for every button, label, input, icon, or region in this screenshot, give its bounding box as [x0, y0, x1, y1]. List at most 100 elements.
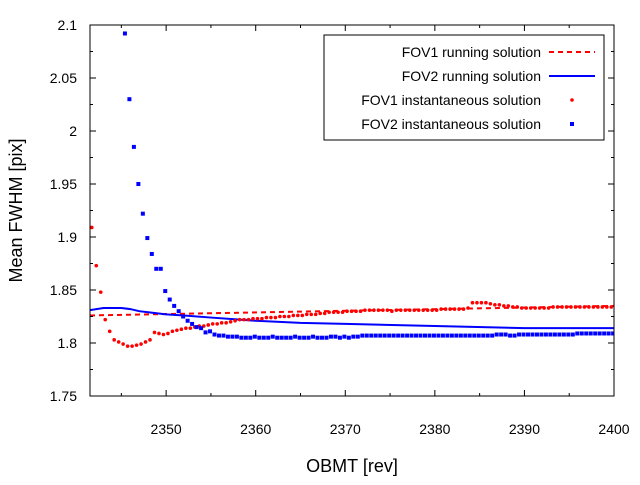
x-tick-label: 2370	[330, 421, 361, 437]
data-point-fov1-instantaneous-solution	[125, 344, 130, 348]
data-point-fov2-instantaneous-solution	[199, 326, 204, 331]
data-point-fov1-instantaneous-solution	[358, 309, 363, 314]
x-tick-label: 2400	[598, 421, 629, 437]
data-point-fov1-instantaneous-solution	[157, 331, 161, 336]
data-point-fov1-instantaneous-solution	[573, 305, 578, 309]
data-point-fov1-instantaneous-solution	[349, 309, 354, 314]
data-point-fov1-instantaneous-solution	[112, 338, 116, 342]
data-point-fov1-instantaneous-solution	[313, 312, 318, 317]
data-point-fov2-instantaneous-solution	[140, 211, 145, 216]
x-tick-label: 2390	[509, 421, 540, 437]
data-point-fov1-instantaneous-solution	[582, 305, 587, 309]
data-point-fov2-instantaneous-solution	[158, 266, 163, 271]
data-point-fov2-instantaneous-solution	[387, 333, 392, 338]
data-point-fov2-instantaneous-solution	[319, 335, 324, 340]
data-point-fov2-instantaneous-solution	[212, 332, 217, 337]
data-point-fov2-instantaneous-solution	[275, 335, 280, 340]
data-point-fov2-instantaneous-solution	[239, 335, 244, 340]
data-point-fov2-instantaneous-solution	[597, 331, 602, 336]
data-point-fov2-instantaneous-solution	[131, 144, 136, 149]
data-point-fov2-instantaneous-solution	[570, 332, 575, 337]
data-point-fov2-instantaneous-solution	[503, 332, 508, 337]
data-point-fov1-instantaneous-solution	[363, 308, 367, 312]
data-point-fov2-instantaneous-solution	[297, 335, 302, 340]
data-point-fov1-instantaneous-solution	[246, 317, 251, 322]
data-point-fov2-instantaneous-solution	[216, 333, 221, 338]
data-point-fov1-instantaneous-solution	[139, 342, 143, 346]
data-point-fov2-instantaneous-solution	[346, 335, 351, 340]
data-point-fov2-instantaneous-solution	[405, 333, 410, 338]
legend-swatch-fov2-instantaneous-solution	[570, 122, 574, 126]
data-point-fov2-instantaneous-solution	[145, 236, 150, 241]
series-fov1-instantaneous-solution	[90, 225, 614, 348]
data-point-fov1-instantaneous-solution	[184, 326, 188, 330]
data-point-fov2-instantaneous-solution	[431, 333, 436, 338]
data-point-fov1-instantaneous-solution	[103, 317, 108, 322]
data-point-fov2-instantaneous-solution	[458, 333, 463, 338]
data-point-fov2-instantaneous-solution	[221, 333, 226, 338]
data-point-fov2-instantaneous-solution	[530, 332, 535, 337]
data-point-fov2-instantaneous-solution	[270, 334, 275, 339]
data-point-fov2-instantaneous-solution	[288, 335, 293, 340]
data-point-fov2-instantaneous-solution	[391, 333, 396, 338]
y-tick-label: 1.95	[50, 176, 77, 192]
legend-swatch-fov1-instantaneous-solution	[570, 98, 574, 102]
data-point-fov2-instantaneous-solution	[552, 332, 557, 337]
data-point-fov2-instantaneous-solution	[588, 331, 593, 336]
data-point-fov1-instantaneous-solution	[416, 308, 421, 312]
data-point-fov2-instantaneous-solution	[337, 335, 342, 340]
data-point-fov1-instantaneous-solution	[528, 306, 533, 310]
y-tick-label: 1.85	[50, 282, 77, 298]
data-point-fov1-instantaneous-solution	[510, 305, 515, 309]
data-point-fov1-instantaneous-solution	[502, 304, 506, 308]
data-point-fov2-instantaneous-solution	[302, 335, 307, 340]
data-point-fov1-instantaneous-solution	[296, 313, 300, 318]
data-point-fov2-instantaneous-solution	[481, 333, 486, 338]
data-point-fov2-instantaneous-solution	[127, 97, 132, 102]
data-point-fov1-instantaneous-solution	[354, 309, 358, 314]
data-point-fov1-instantaneous-solution	[542, 306, 546, 310]
data-point-fov2-instantaneous-solution	[557, 332, 562, 337]
legend-label-fov2-instantaneous-solution: FOV2 instantaneous solution	[361, 116, 541, 132]
data-point-fov1-instantaneous-solution	[578, 305, 582, 309]
data-point-fov1-instantaneous-solution	[569, 305, 573, 309]
data-point-fov1-instantaneous-solution	[237, 317, 242, 322]
data-point-fov1-instantaneous-solution	[179, 327, 184, 332]
data-point-fov1-instantaneous-solution	[605, 305, 609, 309]
data-point-fov2-instantaneous-solution	[315, 335, 320, 340]
data-point-fov1-instantaneous-solution	[233, 318, 237, 323]
data-point-fov1-instantaneous-solution	[367, 308, 372, 312]
data-point-fov1-instantaneous-solution	[564, 305, 569, 309]
data-point-fov2-instantaneous-solution	[293, 334, 298, 339]
data-point-fov1-instantaneous-solution	[175, 328, 179, 333]
data-point-fov1-instantaneous-solution	[407, 308, 412, 312]
data-point-fov1-instantaneous-solution	[488, 301, 493, 306]
data-point-fov2-instantaneous-solution	[449, 333, 454, 338]
data-point-fov1-instantaneous-solution	[376, 308, 381, 312]
data-point-fov1-instantaneous-solution	[215, 322, 219, 326]
data-point-fov2-instantaneous-solution	[418, 333, 423, 338]
data-point-fov2-instantaneous-solution	[261, 335, 266, 340]
data-point-fov2-instantaneous-solution	[512, 333, 517, 338]
data-point-fov1-instantaneous-solution	[609, 305, 614, 309]
series-layer	[90, 31, 614, 348]
data-point-fov2-instantaneous-solution	[311, 334, 316, 339]
data-point-fov2-instantaneous-solution	[154, 266, 159, 271]
data-point-fov1-instantaneous-solution	[533, 306, 537, 310]
data-point-fov2-instantaneous-solution	[149, 251, 154, 256]
legend-box	[323, 34, 605, 141]
data-point-fov1-instantaneous-solution	[134, 343, 139, 347]
data-point-fov1-instantaneous-solution	[107, 329, 112, 334]
data-point-fov2-instantaneous-solution	[360, 333, 365, 338]
data-point-fov2-instantaneous-solution	[543, 332, 548, 337]
data-point-fov1-instantaneous-solution	[166, 331, 170, 336]
data-point-fov1-instantaneous-solution	[555, 305, 560, 309]
data-point-fov1-instantaneous-solution	[506, 304, 511, 308]
data-point-fov1-instantaneous-solution	[340, 310, 345, 315]
data-point-fov2-instantaneous-solution	[373, 333, 378, 338]
data-point-fov2-instantaneous-solution	[257, 335, 262, 340]
data-point-fov2-instantaneous-solution	[467, 333, 472, 338]
data-point-fov1-instantaneous-solution	[439, 307, 443, 311]
data-point-fov1-instantaneous-solution	[493, 303, 497, 307]
